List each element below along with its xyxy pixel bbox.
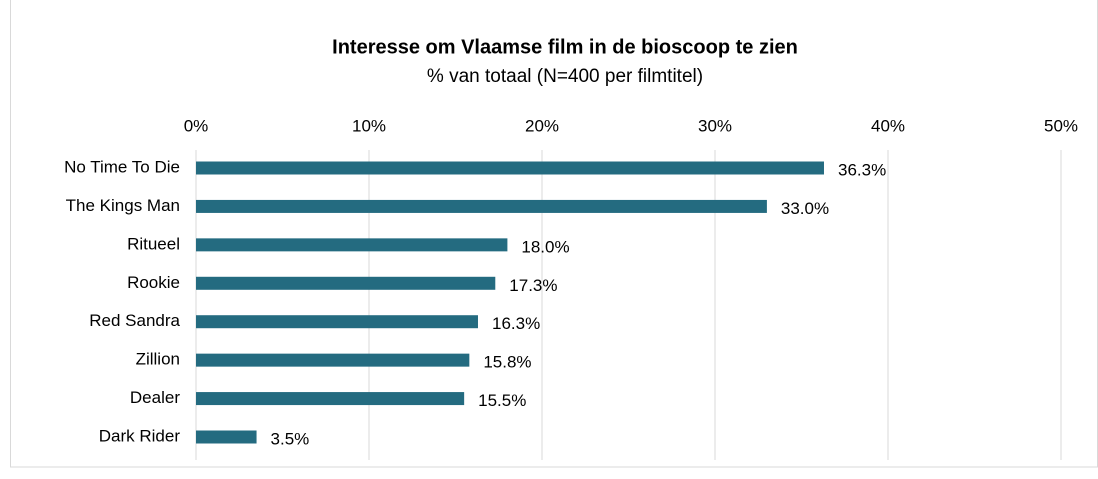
data-label: 15.5% <box>478 391 526 410</box>
data-label: 33.0% <box>781 199 829 218</box>
y-tick-label: Dark Rider <box>99 426 181 445</box>
y-tick-label: Zillion <box>136 350 180 369</box>
x-tick-label: 30% <box>698 116 732 135</box>
y-tick-label: Dealer <box>130 388 180 407</box>
bar <box>196 199 767 213</box>
data-label: 15.8% <box>483 353 531 372</box>
chart-frame <box>10 0 1098 468</box>
data-label: 36.3% <box>838 160 886 179</box>
chart-title: Interesse om Vlaamse film in de bioscoop… <box>332 36 798 58</box>
bar <box>196 315 478 329</box>
y-tick-label: The Kings Man <box>66 196 180 215</box>
bar <box>196 276 496 290</box>
y-tick-label: Rookie <box>127 273 180 292</box>
bar <box>196 392 465 406</box>
x-tick-label: 40% <box>871 116 905 135</box>
data-label: 18.0% <box>521 237 569 256</box>
data-label: 16.3% <box>492 314 540 333</box>
y-tick-label: Ritueel <box>127 234 180 253</box>
data-label: 3.5% <box>271 429 310 448</box>
x-tick-label: 10% <box>352 116 386 135</box>
y-tick-label: Red Sandra <box>89 311 180 330</box>
x-tick-label: 50% <box>1044 116 1078 135</box>
data-label: 17.3% <box>509 276 557 295</box>
bar <box>196 238 508 252</box>
y-tick-label: No Time To Die <box>64 157 180 176</box>
x-tick-label: 0% <box>184 116 209 135</box>
chart-subtitle: % van totaal (N=400 per filmtitel) <box>427 66 703 87</box>
bar <box>196 161 824 175</box>
x-tick-label: 20% <box>525 116 559 135</box>
bar <box>196 353 470 367</box>
bar <box>196 430 257 444</box>
